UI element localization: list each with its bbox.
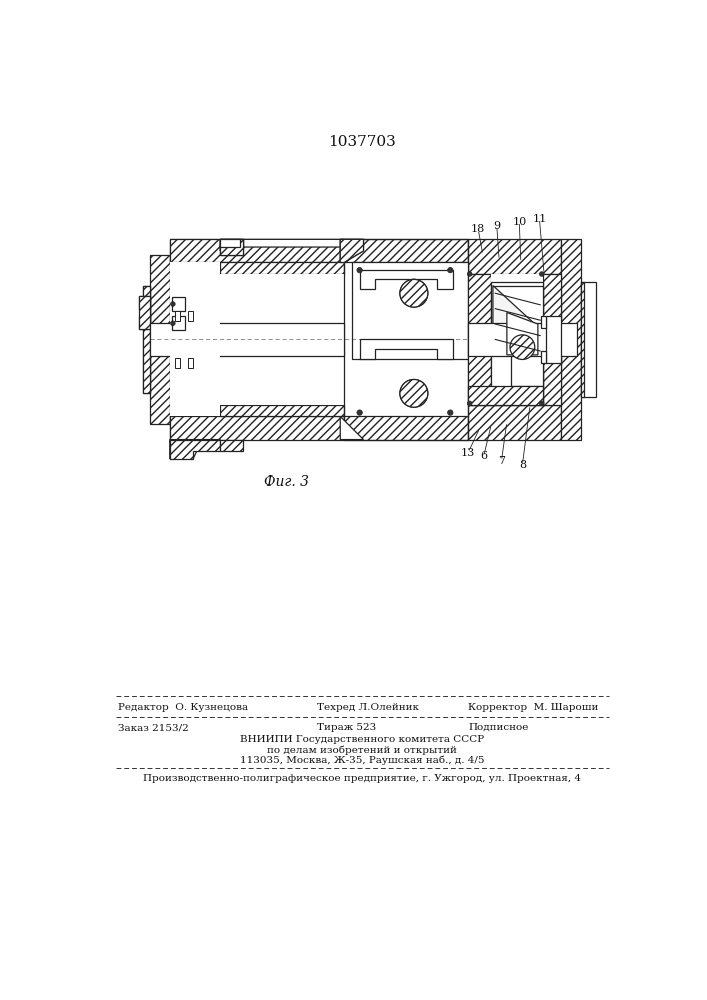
Polygon shape <box>151 255 170 424</box>
Text: 13: 13 <box>461 448 475 458</box>
Polygon shape <box>220 239 240 247</box>
Text: Подписное: Подписное <box>468 723 529 732</box>
Polygon shape <box>220 440 243 451</box>
Polygon shape <box>340 239 363 262</box>
Polygon shape <box>344 416 468 440</box>
Text: 11: 11 <box>532 214 547 224</box>
Circle shape <box>539 401 544 406</box>
Polygon shape <box>561 239 580 440</box>
Polygon shape <box>170 416 344 440</box>
Circle shape <box>357 267 363 273</box>
Text: 10: 10 <box>512 217 527 227</box>
Bar <box>151 323 344 356</box>
Bar <box>220 274 344 405</box>
Text: Тираж 523: Тираж 523 <box>317 723 376 732</box>
Polygon shape <box>170 440 220 459</box>
Bar <box>170 262 344 416</box>
Circle shape <box>170 302 175 306</box>
Text: ВНИИПИ Государственного комитета СССР: ВНИИПИ Государственного комитета СССР <box>240 735 484 744</box>
Circle shape <box>170 321 175 326</box>
Bar <box>344 262 468 416</box>
Polygon shape <box>143 286 151 393</box>
Polygon shape <box>172 297 185 311</box>
Polygon shape <box>139 296 151 329</box>
Circle shape <box>400 379 428 407</box>
Polygon shape <box>493 286 543 386</box>
Text: 6: 6 <box>480 451 487 461</box>
Polygon shape <box>491 282 543 405</box>
Text: Корректор  М. Шароши: Корректор М. Шароши <box>468 703 599 712</box>
Polygon shape <box>344 239 468 262</box>
Polygon shape <box>143 286 151 393</box>
Polygon shape <box>220 239 243 255</box>
Circle shape <box>539 272 544 276</box>
Polygon shape <box>360 339 452 359</box>
Polygon shape <box>493 286 543 351</box>
Polygon shape <box>546 316 561 363</box>
Polygon shape <box>507 312 538 355</box>
Polygon shape <box>340 239 363 262</box>
Polygon shape <box>468 239 561 274</box>
Bar <box>170 262 220 416</box>
Polygon shape <box>220 405 344 416</box>
Polygon shape <box>220 239 344 251</box>
Text: Редактор  О. Кузнецова: Редактор О. Кузнецова <box>118 703 248 712</box>
Circle shape <box>467 272 472 276</box>
Circle shape <box>400 379 428 407</box>
Text: 1037703: 1037703 <box>328 135 396 149</box>
Polygon shape <box>170 239 220 262</box>
Polygon shape <box>580 282 585 397</box>
Polygon shape <box>468 386 543 405</box>
Polygon shape <box>220 239 243 255</box>
Polygon shape <box>151 247 224 266</box>
Polygon shape <box>139 316 151 329</box>
Polygon shape <box>541 316 546 328</box>
Polygon shape <box>352 262 468 359</box>
Polygon shape <box>188 311 193 321</box>
Text: 18: 18 <box>471 224 485 234</box>
Bar <box>469 274 559 405</box>
Text: Техред Л.Олейник: Техред Л.Олейник <box>317 703 419 712</box>
Polygon shape <box>541 351 546 363</box>
Bar <box>468 323 577 356</box>
Text: Производственно-полиграфическое предприятие, г. Ужгород, ул. Проектная, 4: Производственно-полиграфическое предприя… <box>143 774 581 783</box>
Polygon shape <box>175 358 180 368</box>
Circle shape <box>400 279 428 307</box>
Polygon shape <box>340 416 363 440</box>
Circle shape <box>448 267 453 273</box>
Polygon shape <box>468 274 491 405</box>
Polygon shape <box>139 296 151 309</box>
Text: по делам изобретений и открытий: по делам изобретений и открытий <box>267 745 457 755</box>
Circle shape <box>467 401 472 406</box>
Circle shape <box>448 410 453 415</box>
Text: 9: 9 <box>493 221 501 231</box>
Bar <box>491 274 543 405</box>
Text: 7: 7 <box>498 456 505 466</box>
Circle shape <box>357 410 363 415</box>
Polygon shape <box>170 416 220 440</box>
Polygon shape <box>188 358 193 368</box>
Polygon shape <box>170 440 220 459</box>
Polygon shape <box>170 239 344 262</box>
Polygon shape <box>220 262 344 274</box>
Text: Заказ 2153/2: Заказ 2153/2 <box>118 723 189 732</box>
Polygon shape <box>580 282 596 397</box>
Polygon shape <box>175 311 180 321</box>
Text: 8: 8 <box>519 460 526 470</box>
Polygon shape <box>468 405 561 440</box>
Polygon shape <box>543 274 561 405</box>
Circle shape <box>510 335 534 359</box>
Polygon shape <box>360 270 452 289</box>
Polygon shape <box>172 316 185 330</box>
Circle shape <box>400 279 428 307</box>
Text: Фиг. 3: Фиг. 3 <box>264 475 308 489</box>
Text: 113035, Москва, Ж-35, Раушская наб., д. 4/5: 113035, Москва, Ж-35, Раушская наб., д. … <box>240 755 484 765</box>
Polygon shape <box>220 239 243 247</box>
